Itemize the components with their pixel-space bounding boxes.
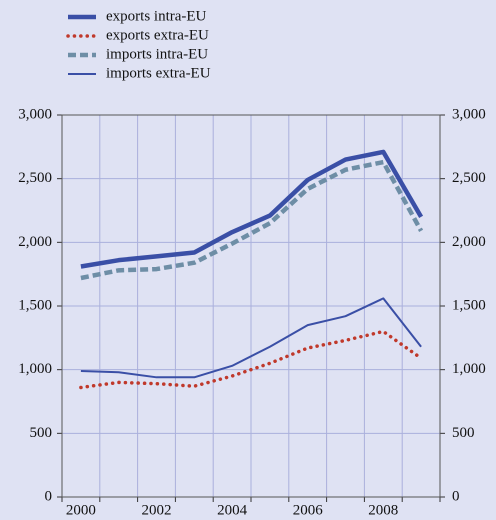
series-line <box>80 159 424 281</box>
plot-frame <box>61 114 441 498</box>
series-line <box>79 329 423 390</box>
y2-tick-label: 500 <box>452 425 475 441</box>
x-tick-label: 2006 <box>293 502 324 518</box>
x-tick-label: 2008 <box>368 502 398 518</box>
y-tick-label: 2,500 <box>18 170 52 186</box>
legend-label: exports intra-EU <box>106 8 207 24</box>
legend-label: exports extra-EU <box>106 27 209 43</box>
x-tick-label: 2004 <box>217 502 248 518</box>
series-line <box>80 149 424 269</box>
y2-tick-label: 0 <box>452 488 460 504</box>
y-tick-label: 0 <box>45 488 53 504</box>
series-line <box>80 297 422 379</box>
legend-label: imports intra-EU <box>106 46 208 62</box>
y2-tick-label: 2,500 <box>452 170 486 186</box>
x-tick-label: 2000 <box>66 502 96 518</box>
y2-tick-label: 2,000 <box>452 234 486 250</box>
y2-tick-label: 3,000 <box>452 106 486 122</box>
x-tick-label: 2002 <box>142 502 172 518</box>
y-tick-label: 1,500 <box>18 297 52 313</box>
legend-label: imports extra-EU <box>106 65 211 81</box>
y2-tick-label: 1,500 <box>452 297 486 313</box>
y2-tick-label: 1,000 <box>452 361 486 377</box>
y-tick-label: 3,000 <box>18 106 52 122</box>
y-tick-label: 500 <box>30 425 53 441</box>
y-tick-label: 2,000 <box>18 234 52 250</box>
y-tick-label: 1,000 <box>18 361 52 377</box>
